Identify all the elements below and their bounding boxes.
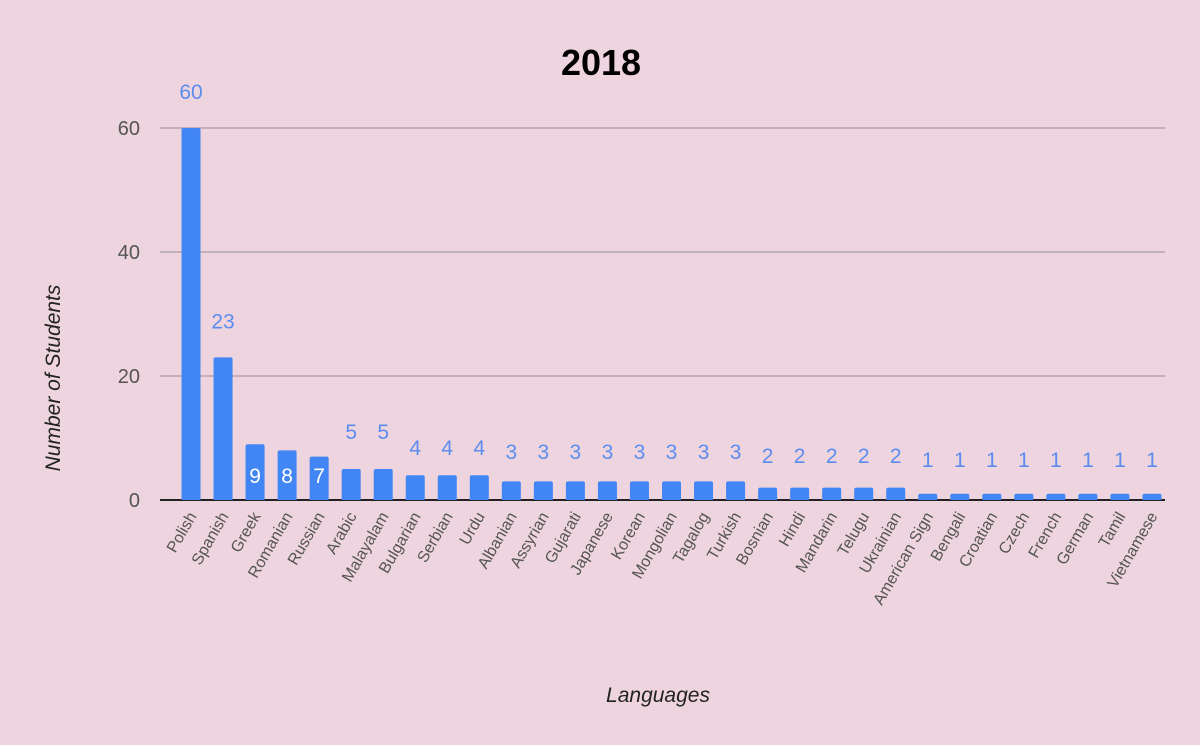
bar-korean — [629, 481, 649, 500]
bar-croatian — [982, 493, 1002, 500]
bar-french — [1046, 493, 1066, 500]
y-axis-ticks: 0 20 40 60 — [118, 118, 140, 512]
data-label: 3 — [666, 441, 678, 464]
bar-russian — [309, 456, 329, 500]
data-label: 2 — [826, 445, 838, 468]
data-label: 1 — [954, 449, 966, 472]
data-label: 1 — [986, 449, 998, 472]
data-label: 5 — [345, 421, 357, 444]
bar-tagalog — [694, 481, 714, 500]
data-label: 3 — [538, 441, 550, 464]
y-axis-label: Number of Students — [42, 284, 65, 471]
bar-albanian — [501, 481, 521, 500]
data-label: 3 — [505, 441, 517, 464]
bar-polish — [181, 128, 201, 500]
data-label: 1 — [922, 449, 934, 472]
data-label: 1 — [1114, 449, 1126, 472]
data-label: 3 — [602, 441, 614, 464]
bar-bosnian — [758, 487, 778, 500]
data-label: 8 — [281, 465, 293, 488]
bar-ukrainian — [886, 487, 906, 500]
data-label: 4 — [473, 437, 485, 460]
data-label: 60 — [179, 81, 202, 104]
bar-urdu — [469, 475, 489, 500]
bar-bulgarian — [405, 475, 425, 500]
bar-malayalam — [373, 469, 393, 500]
data-label: 1 — [1018, 449, 1030, 472]
data-label: 4 — [441, 437, 453, 460]
bars — [181, 128, 1162, 500]
data-label: 23 — [211, 310, 234, 333]
data-label: 7 — [313, 465, 325, 488]
data-label: 3 — [634, 441, 646, 464]
bar-tamil — [1110, 493, 1130, 500]
data-label: 3 — [730, 441, 742, 464]
y-tick-label: 20 — [118, 366, 140, 388]
bar-serbian — [437, 475, 457, 500]
bar-turkish — [726, 481, 746, 500]
data-label: 1 — [1146, 449, 1158, 472]
bar-japanese — [597, 481, 617, 500]
data-label: 4 — [409, 437, 421, 460]
y-tick-label: 60 — [118, 118, 140, 140]
bar-german — [1078, 493, 1098, 500]
bar-mandarin — [822, 487, 842, 500]
bar-gujarati — [565, 481, 585, 500]
data-label: 2 — [858, 445, 870, 468]
data-label: 2 — [890, 445, 902, 468]
data-label: 1 — [1050, 449, 1062, 472]
bar-arabic — [341, 469, 361, 500]
data-label: 2 — [762, 445, 774, 468]
bar-telugu — [854, 487, 874, 500]
bar-greek — [245, 444, 265, 500]
data-label: 9 — [249, 465, 261, 488]
bar-bengali — [950, 493, 970, 500]
data-label: 3 — [698, 441, 710, 464]
bar-american-sign — [918, 493, 938, 500]
x-axis-label: Languages — [606, 684, 710, 707]
bar-vietnamese — [1142, 493, 1162, 500]
bar-assyrian — [533, 481, 553, 500]
chart-title: 2018 — [561, 42, 641, 83]
data-label: 2 — [794, 445, 806, 468]
data-label: 3 — [570, 441, 582, 464]
bar-romanian — [277, 450, 297, 500]
data-label: 5 — [377, 421, 389, 444]
data-label: 1 — [1082, 449, 1094, 472]
bar-hindi — [790, 487, 810, 500]
bar-czech — [1014, 493, 1034, 500]
y-tick-label: 40 — [118, 242, 140, 264]
bar-spanish — [213, 357, 233, 500]
bar-mongolian — [662, 481, 681, 500]
y-tick-label: 0 — [129, 490, 140, 512]
